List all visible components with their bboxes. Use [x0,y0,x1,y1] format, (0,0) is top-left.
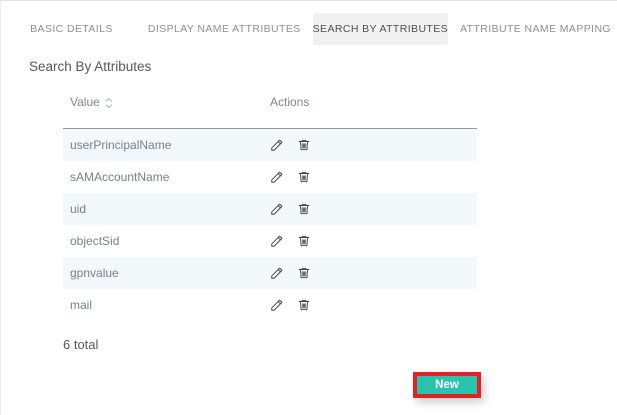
tab-content: Search By Attributes Value Actions userP… [1,59,617,398]
pencil-icon [271,171,283,183]
table-body: userPrincipalName [63,128,477,321]
table-row: userPrincipalName [63,129,477,161]
trash-icon [298,267,310,279]
row-actions [270,170,311,184]
attribute-value: mail [70,298,93,312]
section-title: Search By Attributes [29,59,152,74]
column-header-value-label: Value [70,95,100,109]
table-header-row: Value Actions [63,87,477,128]
new-button[interactable]: New [417,376,477,394]
table-row: uid [63,193,477,225]
pencil-icon [271,203,283,215]
delete-button[interactable] [297,202,311,216]
table-row: mail [63,289,477,321]
trash-icon [298,171,310,183]
tab-display-name-attributes[interactable]: DISPLAY NAME ATTRIBUTES [148,13,301,45]
column-header-value[interactable]: Value [63,95,270,109]
edit-button[interactable] [270,202,284,216]
pencil-icon [271,267,283,279]
delete-button[interactable] [297,138,311,152]
tab-attribute-name-mapping[interactable]: ATTRIBUTE NAME MAPPING [460,13,611,45]
row-actions [270,234,311,248]
pencil-icon [271,139,283,151]
sort-icon[interactable] [105,97,113,109]
attributes-table: Value Actions userPrincipalName [63,87,477,321]
delete-button[interactable] [297,170,311,184]
tab-basic-details[interactable]: BASIC DETAILS [7,13,136,45]
trash-icon [298,139,310,151]
row-actions [270,138,311,152]
trash-icon [298,203,310,215]
edit-button[interactable] [270,266,284,280]
annotation-highlight-box: New [413,372,481,398]
table-row: sAMAccountName [63,161,477,193]
edit-button[interactable] [270,170,284,184]
attribute-value: objectSid [70,234,120,248]
edit-button[interactable] [270,138,284,152]
table-row: gpnvalue [63,257,477,289]
delete-button[interactable] [297,298,311,312]
column-header-actions: Actions [270,95,310,109]
delete-button[interactable] [297,234,311,248]
total-count: 6 total [63,337,99,352]
trash-icon [298,299,310,311]
attribute-value: userPrincipalName [70,138,172,152]
pencil-icon [271,235,283,247]
edit-button[interactable] [270,234,284,248]
table-row: objectSid [63,225,477,257]
pencil-icon [271,299,283,311]
trash-icon [298,235,310,247]
row-actions [270,298,311,312]
tab-bar: BASIC DETAILS DISPLAY NAME ATTRIBUTES SE… [1,1,617,57]
tab-search-by-attributes[interactable]: SEARCH BY ATTRIBUTES [312,13,449,45]
row-actions [270,266,311,280]
attribute-value: gpnvalue [70,266,119,280]
attribute-value: uid [70,202,87,216]
delete-button[interactable] [297,266,311,280]
row-actions [270,202,311,216]
edit-button[interactable] [270,298,284,312]
attribute-value: sAMAccountName [70,170,170,184]
